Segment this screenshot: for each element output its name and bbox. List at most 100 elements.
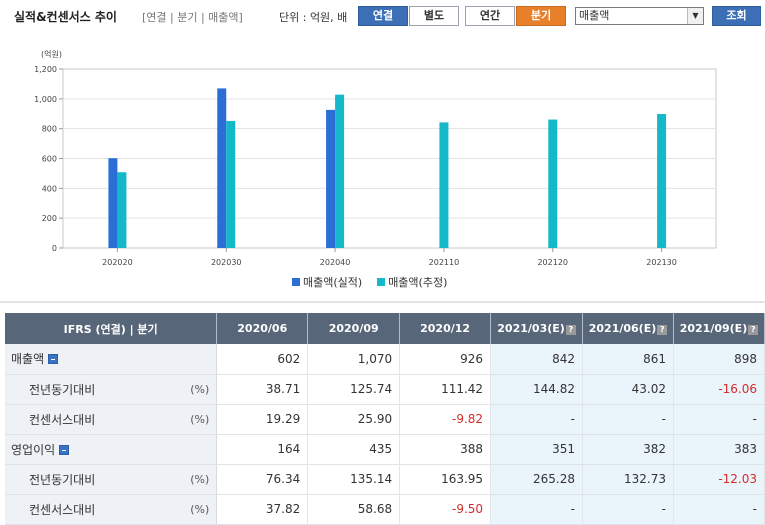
- x-tick-label: 202120: [537, 258, 568, 267]
- row-label: 영업이익: [11, 442, 56, 457]
- row-label: 전년동기대비: [29, 382, 96, 397]
- table-cell: 19.29: [216, 404, 309, 435]
- quarterly-button[interactable]: 분기: [516, 6, 566, 26]
- bar-actual: [217, 88, 227, 248]
- collapse-icon[interactable]: [48, 354, 59, 365]
- annual-button[interactable]: 연간: [465, 6, 515, 26]
- table-row: 전년동기대비 (%) 76.34 135.14 163.95 265.28 132.73 -1…: [5, 464, 765, 495]
- table-cell: 43.02: [582, 374, 674, 405]
- row-label: 전년동기대비: [29, 472, 96, 487]
- y-tick-label: 1,200: [34, 65, 57, 74]
- consolidated-button[interactable]: 연결: [358, 6, 408, 26]
- table-cell: 383: [673, 434, 765, 465]
- row-label: 매출액: [11, 352, 45, 367]
- table-row: 컨센서스대비 (%) 19.29 25.90 -9.82- - -: [5, 404, 765, 435]
- table-cell: 132.73: [582, 464, 674, 495]
- bar-estimate: [657, 114, 667, 248]
- table-cell: -: [582, 404, 674, 435]
- help-icon[interactable]: ?: [657, 325, 668, 335]
- bar-estimate: [335, 94, 345, 248]
- table-cell: -16.06: [673, 374, 765, 405]
- chart-canvas: (억원) 0 200 400 600 800 1,000 1,200 202020 202030 2…: [34, 49, 717, 267]
- table-header-row: IFRS (연결) | 분기 2020/06 2020/09 2020/12 2…: [5, 313, 765, 344]
- table-cell: -: [490, 404, 584, 435]
- row-label-cell: 컨센서스대비 (%): [5, 494, 218, 525]
- metric-select[interactable]: 매출액 ▼: [575, 7, 704, 25]
- x-tick-label: 202110: [429, 258, 460, 267]
- column-header: 2020/06: [216, 313, 309, 344]
- query-button[interactable]: 조회: [712, 6, 761, 26]
- help-icon[interactable]: ?: [565, 325, 576, 335]
- bar-estimate: [226, 120, 236, 248]
- table-cell: 76.34: [216, 464, 309, 495]
- column-header: 2021/09(E)?: [673, 313, 765, 344]
- bar-estimate: [439, 122, 449, 248]
- table-cell: -: [673, 404, 765, 435]
- toolbar: 실적&컨센서스 추이 [연결 | 분기 | 매출액] 단위 : 억원, 배 연결…: [0, 0, 765, 34]
- y-tick-label: 200: [42, 214, 57, 223]
- collapse-icon[interactable]: [59, 444, 70, 455]
- table-cell: -: [673, 494, 765, 525]
- table-row: 영업이익 164 435 388 351 382 383: [5, 434, 765, 465]
- table-cell: 842: [490, 344, 584, 375]
- table-cell: 1,070: [307, 344, 401, 375]
- table-cell: 602: [216, 344, 309, 375]
- y-axis-title: (억원): [41, 49, 62, 59]
- table-row: 매출액 602 1,070 926 842 861 898: [5, 344, 765, 375]
- table-cell: 163.95: [399, 464, 492, 495]
- table-row: 컨센서스대비 (%) 37.82 58.68 -9.50- - -: [5, 494, 765, 525]
- column-header: 2020/09: [307, 313, 401, 344]
- row-label-cell: 컨센서스대비 (%): [5, 404, 218, 435]
- chevron-down-icon[interactable]: ▼: [687, 8, 703, 24]
- bar-actual: [108, 158, 118, 248]
- table-cell: -12.03: [673, 464, 765, 495]
- x-tick-label: 202030: [211, 258, 242, 267]
- row-label: 컨센서스대비: [29, 502, 96, 517]
- table-cell: 926: [399, 344, 492, 375]
- financial-table: IFRS (연결) | 분기 2020/06 2020/09 2020/12 2…: [5, 313, 765, 525]
- divider: [0, 301, 765, 303]
- unit-label: 단위 : 억원, 배: [279, 11, 348, 24]
- row-label: 컨센서스대비: [29, 412, 96, 427]
- table-cell: 898: [673, 344, 765, 375]
- table-cell: 58.68: [307, 494, 401, 525]
- legend-label-actual: 매출액(실적): [303, 276, 363, 289]
- column-header: 2020/12: [399, 313, 492, 344]
- revenue-chart: (억원) 0 200 400 600 800 1,000 1,200 202020 202030 2…: [0, 34, 765, 300]
- column-header: 2021/06(E)?: [582, 313, 674, 344]
- table-cell: 125.74: [307, 374, 401, 405]
- row-label-cell: 매출액: [5, 344, 218, 375]
- current-selection: [연결 | 분기 | 매출액]: [142, 11, 243, 24]
- unit-label: (%): [190, 412, 210, 426]
- column-header: 2021/03(E)?: [490, 313, 584, 344]
- y-tick-label: 600: [42, 155, 57, 164]
- row-label-cell: 영업이익: [5, 434, 218, 465]
- table-cell: 435: [307, 434, 401, 465]
- table-corner-header: IFRS (연결) | 분기: [5, 313, 218, 344]
- y-tick-label: 400: [42, 184, 57, 193]
- y-tick-label: 0: [52, 244, 57, 253]
- table-cell: 38.71: [216, 374, 309, 405]
- row-label-cell: 전년동기대비 (%): [5, 374, 218, 405]
- section-title: 실적&컨센서스 추이: [14, 10, 117, 24]
- help-icon[interactable]: ?: [748, 325, 759, 335]
- table-cell: 37.82: [216, 494, 309, 525]
- bar-estimate: [548, 119, 558, 248]
- x-tick-label: 202040: [320, 258, 351, 267]
- x-tick-label: 202020: [102, 258, 133, 267]
- y-tick-label: 800: [42, 125, 57, 134]
- table-cell: -9.82: [399, 404, 492, 435]
- bar-actual: [326, 109, 336, 248]
- table-cell: 382: [582, 434, 674, 465]
- table-cell: 164: [216, 434, 309, 465]
- bar-estimate: [117, 172, 127, 248]
- y-tick-label: 1,000: [34, 95, 57, 104]
- table-cell: 144.82: [490, 374, 584, 405]
- legend-swatch-estimate: [377, 278, 386, 286]
- separate-button[interactable]: 별도: [409, 6, 459, 26]
- unit-label: (%): [190, 502, 210, 516]
- legend-label-estimate: 매출액(추정): [388, 276, 448, 289]
- row-label-cell: 전년동기대비 (%): [5, 464, 218, 495]
- metric-select-value: 매출액: [579, 9, 610, 22]
- table-cell: 265.28: [490, 464, 584, 495]
